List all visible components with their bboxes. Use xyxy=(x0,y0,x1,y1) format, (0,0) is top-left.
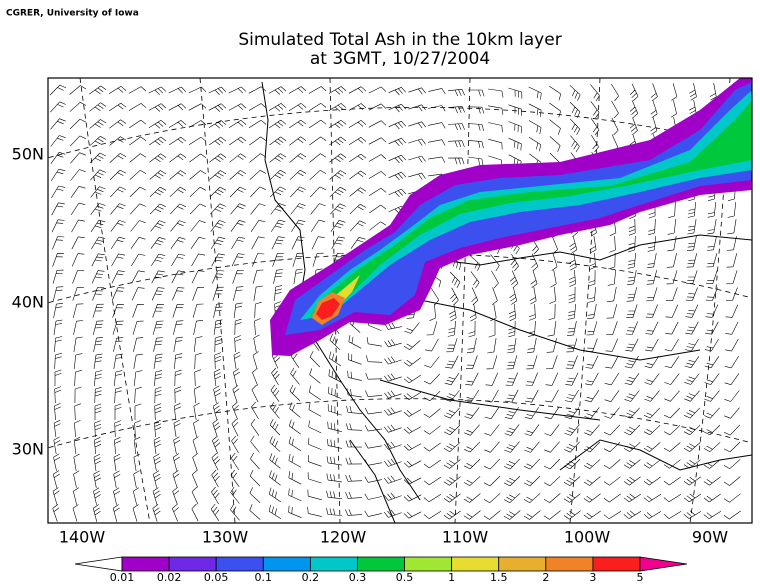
colorbar-box xyxy=(215,556,264,572)
colorbar-box xyxy=(357,556,405,572)
colorbar-label: 0.01 xyxy=(110,571,135,584)
lon-label: 120W xyxy=(320,528,367,547)
subtitle: at 3GMT, 10/27/2004 xyxy=(310,49,490,69)
colorbar-label: 0.3 xyxy=(349,571,367,584)
title: Simulated Total Ash in the 10km layer xyxy=(238,30,561,50)
colorbar-box xyxy=(121,556,170,572)
colorbar-box xyxy=(404,556,453,572)
colorbar-end xyxy=(74,556,123,572)
lon-label: 140W xyxy=(59,528,106,547)
credit: CGRER, University of Iowa xyxy=(6,9,139,19)
lon-label: 100W xyxy=(564,528,611,547)
lon-label: 130W xyxy=(202,528,249,547)
colorbar: 0.01 0.02 0.05 0.1 0.2 0.3 0.5 1 1.5 2 3 5 xyxy=(74,556,688,584)
lon-label: 90W xyxy=(692,528,728,547)
lat-label: 40N xyxy=(12,293,44,312)
colorbar-label: 0.5 xyxy=(396,571,414,584)
map-area xyxy=(48,78,752,523)
lat-label: 50N xyxy=(12,145,44,164)
colorbar-label: 3 xyxy=(589,571,596,584)
colorbar-label: 0.05 xyxy=(204,571,229,584)
colorbar-end xyxy=(639,556,688,572)
colorbar-label: 1.5 xyxy=(490,571,508,584)
colorbar-box xyxy=(451,556,500,572)
colorbar-label: 1 xyxy=(448,571,455,584)
colorbar-box xyxy=(168,556,217,572)
lat-label: 30N xyxy=(12,440,44,459)
colorbar-label: 0.1 xyxy=(255,571,273,584)
colorbar-label: 0.2 xyxy=(302,571,320,584)
lon-label: 110W xyxy=(442,528,489,547)
colorbar-box xyxy=(592,556,641,572)
ash-plume xyxy=(270,78,752,356)
colorbar-label: 5 xyxy=(637,571,644,584)
colorbar-label: 2 xyxy=(542,571,549,584)
colorbar-box xyxy=(498,556,547,572)
map-frame xyxy=(47,77,753,524)
colorbar-box xyxy=(545,556,594,572)
colorbar-label: 0.02 xyxy=(157,571,182,584)
colorbar-box xyxy=(262,556,311,572)
colorbar-box xyxy=(309,556,358,572)
